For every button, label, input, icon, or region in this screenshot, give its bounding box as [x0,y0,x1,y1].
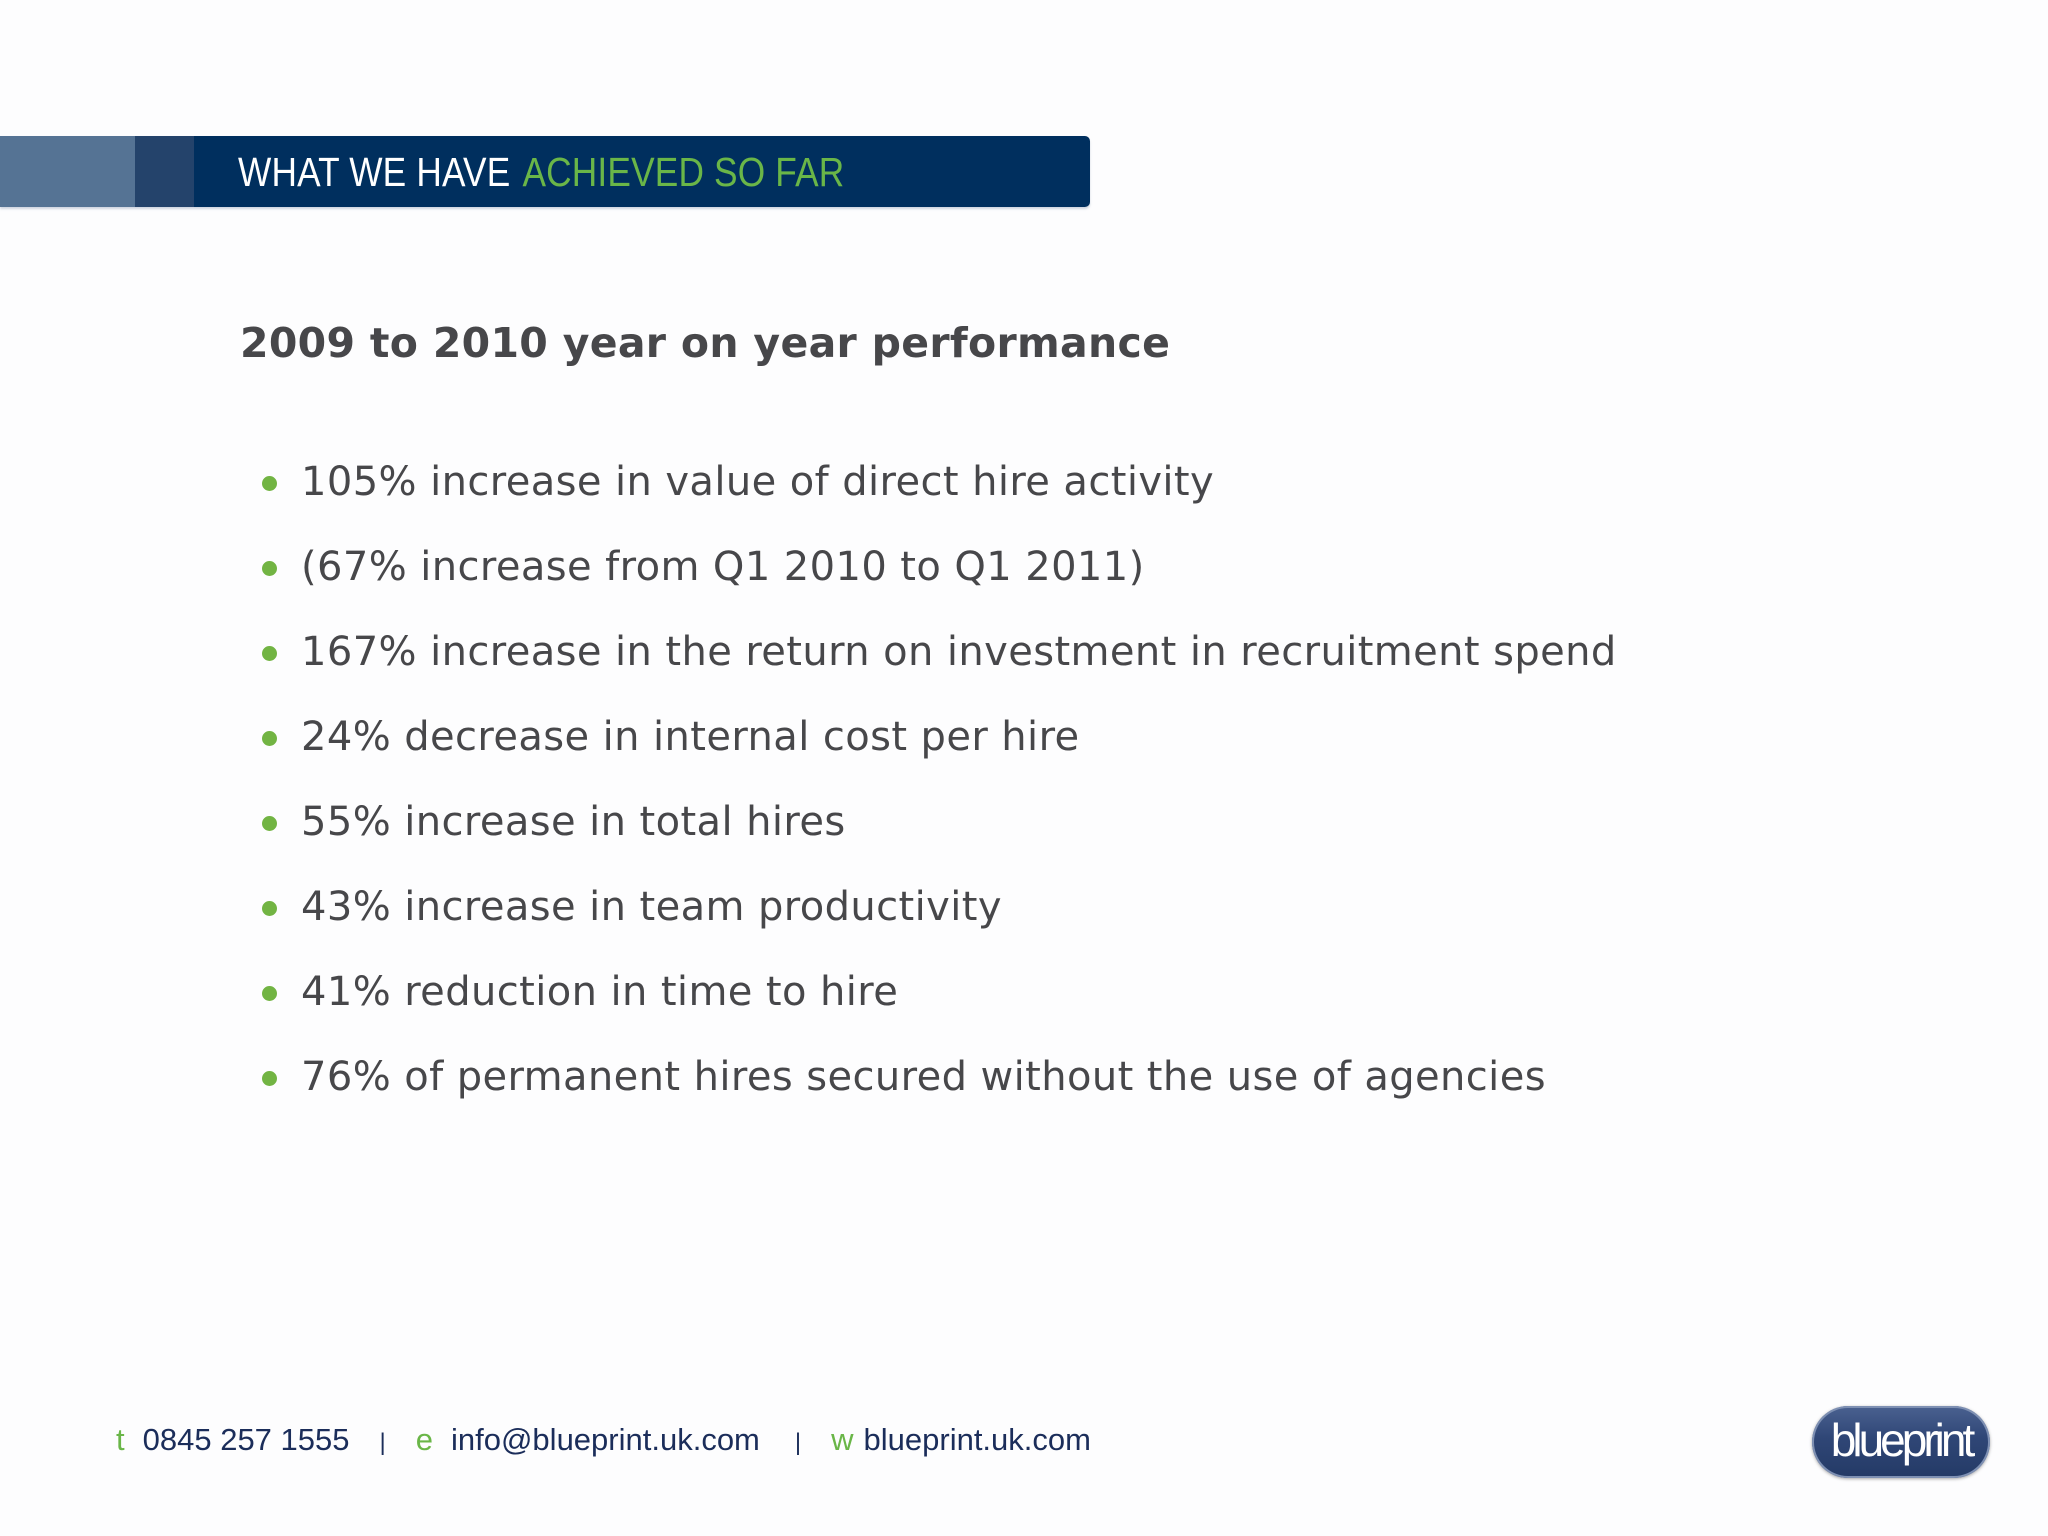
list-item: 55% increase in total hires [262,792,1617,877]
achievements-list: 105% increase in value of direct hire ac… [262,452,1617,1132]
slide-title-green: ACHIEVED SO FAR [522,149,845,195]
list-item: 43% increase in team productivity [262,877,1617,962]
list-item-text: 55% increase in total hires [301,799,846,845]
list-item-text: 76% of permanent hires secured without t… [301,1054,1546,1100]
list-item: 41% reduction in time to hire [262,962,1617,1047]
bullet-dot-icon [262,476,277,491]
bullet-dot-icon [262,901,277,916]
contact-footer: t 0845 257 1555 | e info@blueprint.uk.co… [116,1420,1091,1460]
list-item-text: 167% increase in the return on investmen… [301,629,1617,675]
list-item-text: 43% increase in team productivity [301,884,1002,930]
phone-number: 0845 257 1555 [142,1422,350,1457]
section-heading: 2009 to 2010 year on year performance [240,319,1171,367]
list-item: 76% of permanent hires secured without t… [262,1047,1617,1132]
banner-segment-light [0,136,135,207]
list-item-text: 24% decrease in internal cost per hire [301,714,1080,760]
slide-title: WHAT WE HAVE ACHIEVED SO FAR [238,150,844,194]
email-link[interactable]: info@blueprint.uk.com [450,1422,760,1457]
list-item: 105% increase in value of direct hire ac… [262,452,1617,537]
blueprint-logo: blueprint [1812,1406,1990,1478]
list-item: (67% increase from Q1 2010 to Q1 2011) [262,537,1617,622]
logo-text: blueprint [1830,1414,1975,1466]
bullet-dot-icon [262,646,277,661]
bullet-dot-icon [262,561,277,576]
bullet-dot-icon [262,986,277,1001]
bullet-dot-icon [262,816,277,831]
phone-prefix: t [116,1422,125,1457]
website-link[interactable]: blueprint.uk.com [863,1422,1091,1457]
list-item: 167% increase in the return on investmen… [262,622,1617,707]
web-prefix: w [831,1422,854,1457]
list-item-text: 41% reduction in time to hire [301,969,899,1015]
banner-segment-dark: WHAT WE HAVE ACHIEVED SO FAR [194,136,1090,207]
email-prefix: e [415,1422,433,1457]
bullet-dot-icon [262,1071,277,1086]
list-item-text: 105% increase in value of direct hire ac… [301,459,1215,505]
list-item-text: (67% increase from Q1 2010 to Q1 2011) [301,544,1145,590]
bullet-dot-icon [262,731,277,746]
footer-separator: | [794,1429,802,1456]
footer-separator: | [379,1429,386,1456]
slide-title-white: WHAT WE HAVE [238,149,511,195]
list-item: 24% decrease in internal cost per hire [262,707,1617,792]
title-banner: WHAT WE HAVE ACHIEVED SO FAR [0,136,1090,207]
banner-segment-mid [135,136,194,207]
